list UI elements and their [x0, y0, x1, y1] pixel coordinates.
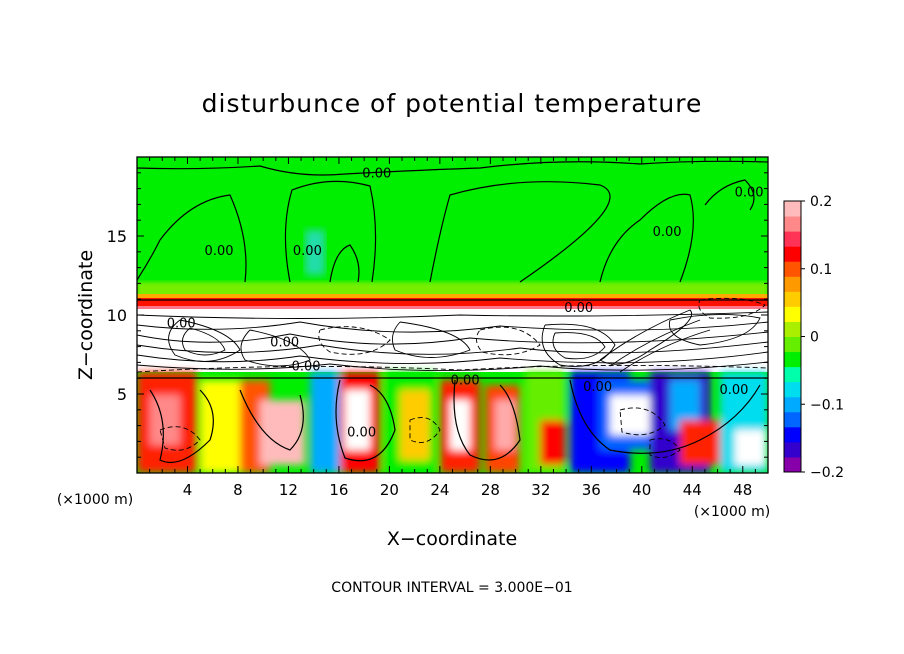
contour-label: 0.00	[653, 225, 682, 240]
contour-label: 0.00	[167, 317, 196, 332]
colorbar-tick-label: 0.1	[810, 262, 832, 278]
colorbar-swatch	[784, 291, 801, 307]
colorbar-swatch	[784, 426, 801, 443]
chart-title: disturbunce of potential temperature	[202, 89, 703, 118]
dashed-contours	[137, 297, 768, 459]
colorbar-swatch	[784, 306, 801, 322]
contour-labels: 0.00 0.00 0.00 0.00 0.00 0.00 0.00 0.00 0.00 0.00…	[167, 167, 764, 441]
colorbar-swatch	[784, 351, 801, 368]
x-axis-unit-left: (×1000 m)	[57, 492, 133, 508]
field-upper-cyan-blob	[305, 230, 325, 275]
y-tick-label: 5	[117, 385, 127, 404]
contour-label: 0.00	[292, 359, 321, 374]
contour-label: 0.00	[362, 167, 391, 182]
x-tick-label: 4	[183, 481, 193, 499]
x-tick-label: 44	[683, 481, 702, 499]
contour-label: 0.00	[347, 426, 376, 441]
x-tick-label: 28	[481, 481, 500, 499]
colorbar-swatch	[784, 321, 801, 337]
contour-label: 0.00	[451, 374, 480, 389]
colorbar-swatch	[784, 336, 801, 353]
contour-label: 0.00	[270, 336, 299, 351]
colorbar-tick-label: 0.2	[810, 194, 832, 210]
colorbar-swatch	[784, 456, 801, 473]
colorbar-tick-label: −0.1	[810, 397, 844, 413]
colorbar-swatch	[784, 261, 801, 277]
y-axis: 5 10 15	[107, 172, 768, 458]
colorbar	[784, 201, 801, 473]
colorbar-swatch	[784, 411, 801, 428]
contour-label: 0.00	[735, 186, 764, 201]
x-tick-label: 40	[632, 481, 651, 499]
colorbar-labels: 0.2 0.1 0 −0.1 −0.2	[801, 194, 844, 481]
x-tick-label: 24	[430, 481, 449, 499]
zero-contours	[137, 160, 768, 464]
x-tick-label: 8	[233, 481, 243, 499]
colorbar-swatch	[784, 216, 801, 232]
x-tick-label: 48	[733, 481, 752, 499]
colorbar-swatch	[784, 441, 801, 458]
contour-label: 0.00	[564, 301, 593, 316]
contour-label: 0.00	[719, 383, 748, 398]
x-tick-label: 20	[380, 481, 399, 499]
y-tick-label: 10	[107, 306, 127, 325]
contour-label: 0.00	[293, 244, 322, 259]
field-inversion-pink	[137, 306, 768, 310]
dense-contours	[137, 309, 768, 373]
field-inversion-red	[137, 298, 768, 308]
colorbar-swatch	[784, 201, 801, 217]
x-axis-label: X−coordinate	[387, 528, 517, 550]
plot-area	[137, 157, 768, 473]
x-tick-label: 36	[582, 481, 601, 499]
colorbar-tick-label: −0.2	[810, 465, 844, 481]
contour-label: 0.00	[205, 244, 234, 259]
x-tick-label: 32	[531, 481, 550, 499]
y-tick-label: 15	[107, 227, 127, 246]
colorbar-swatch	[784, 246, 801, 262]
field-inversion-orange	[137, 294, 768, 299]
y-axis-label: Z−coordinate	[75, 250, 97, 380]
contour-label: 0.00	[583, 380, 612, 395]
colorbar-swatch	[784, 366, 801, 383]
x-axis: 4 8 12 16 20 24 28 32 36 40 44 48	[149, 157, 756, 499]
field-upper-layer	[137, 157, 768, 297]
colorbar-swatch	[784, 276, 801, 292]
colorbar-tick-label: 0	[810, 330, 819, 346]
x-axis-unit-right: (×1000 m)	[694, 504, 770, 520]
contour-interval-note: CONTOUR INTERVAL = 3.000E−01	[331, 580, 572, 596]
x-tick-label: 16	[329, 481, 348, 499]
x-tick-label: 12	[279, 481, 298, 499]
colorbar-swatch	[784, 396, 801, 413]
colorbar-swatch	[784, 381, 801, 398]
colorbar-swatch	[784, 231, 801, 247]
